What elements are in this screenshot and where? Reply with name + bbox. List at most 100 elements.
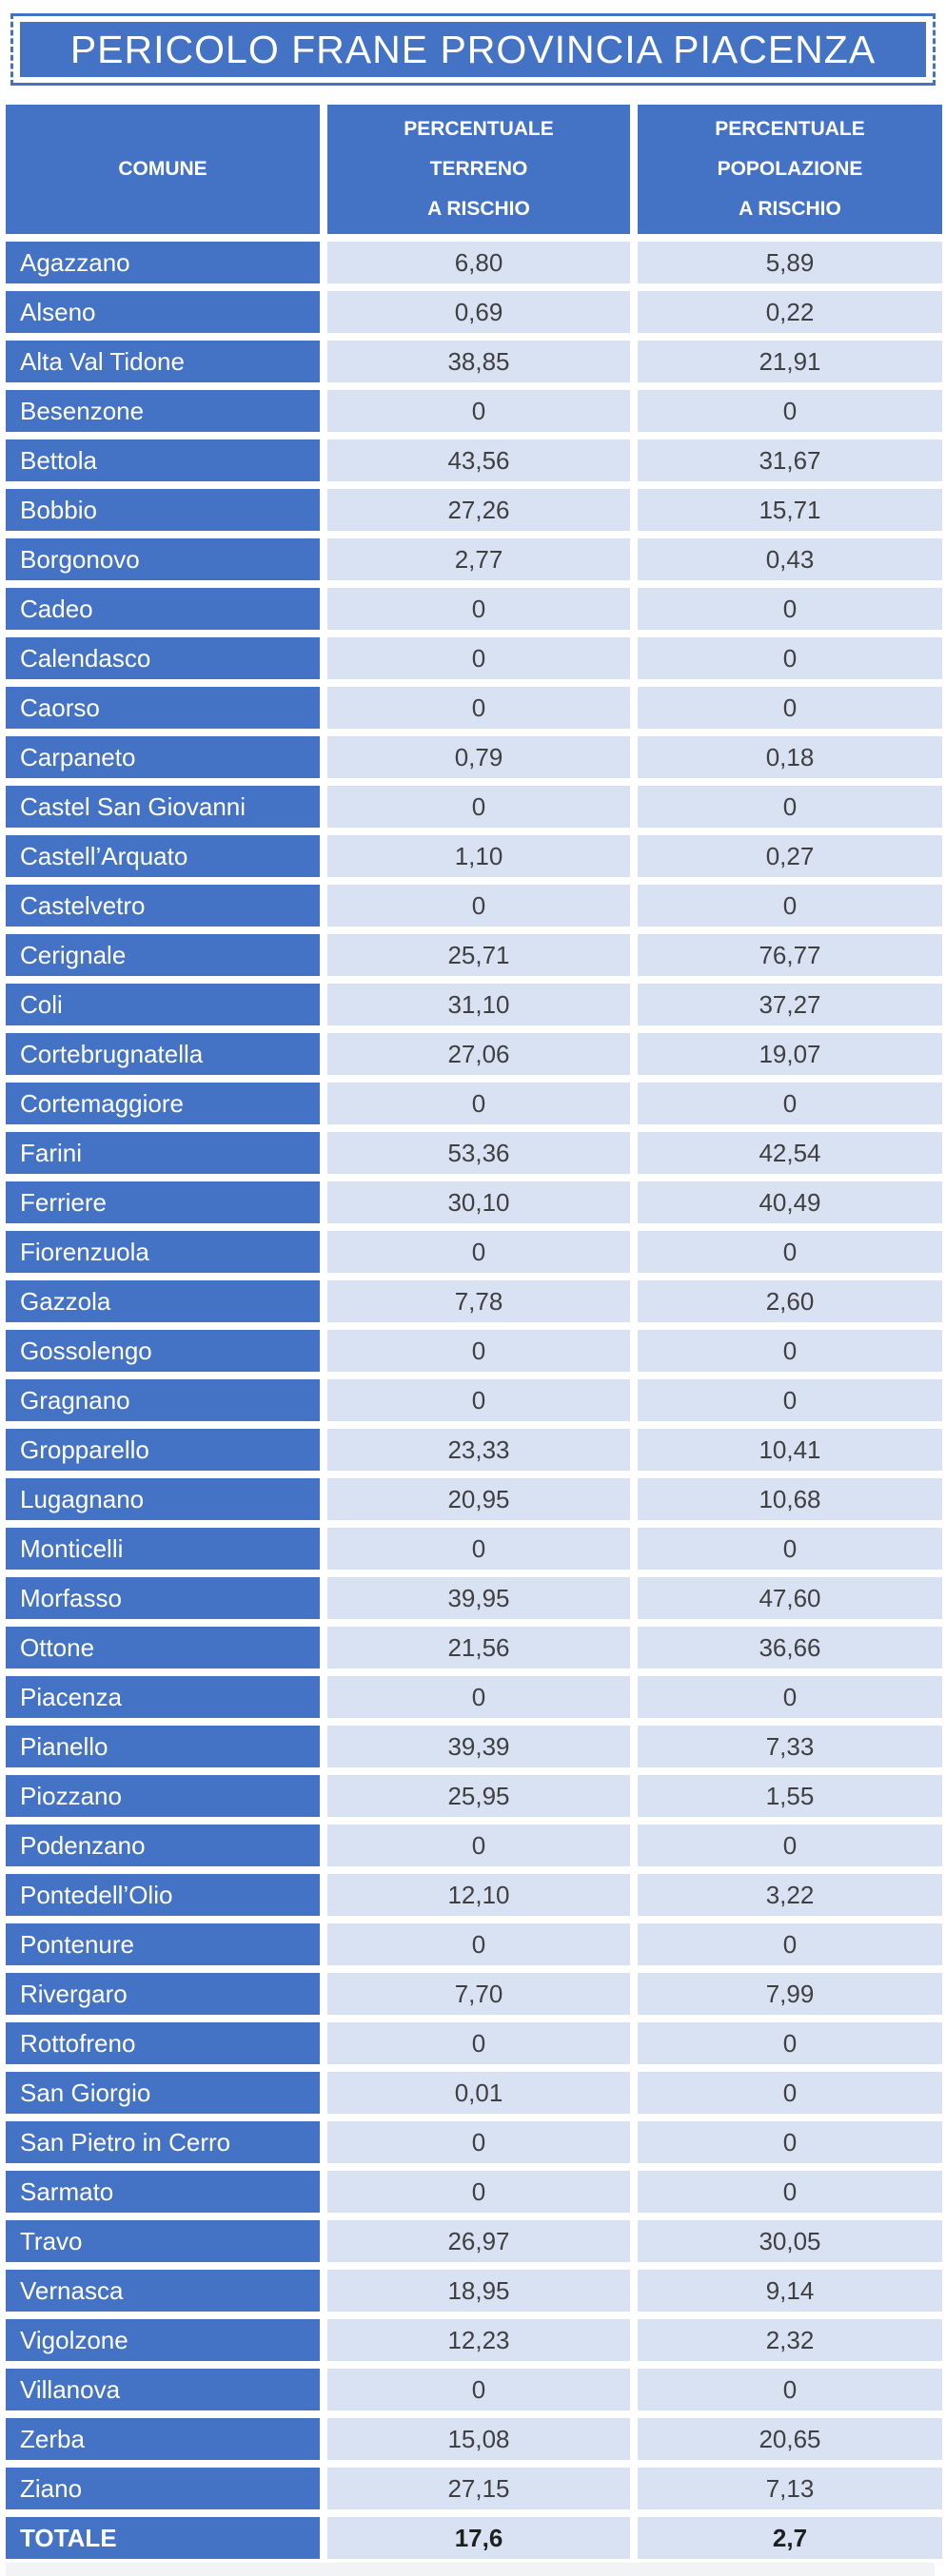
comune-name: Villanova [20, 2374, 121, 2404]
table-row-popolazione-cell: 0 [638, 1379, 942, 1421]
table-row-comune-cell: Fiorenzuola [6, 1231, 320, 1273]
table-row-terreno-cell: 0 [327, 1083, 630, 1124]
table-row-terreno-cell: 0 [327, 1923, 630, 1965]
table-row-popolazione-cell: 0 [638, 637, 942, 679]
comune-name: Borgonovo [20, 544, 140, 574]
popolazione-value: 9,14 [765, 2275, 815, 2305]
table-row-popolazione-cell: 0 [638, 2171, 942, 2213]
table-row-terreno-cell: 0 [327, 1676, 630, 1718]
popolazione-value: 0 [782, 1336, 798, 1365]
terreno-value: 20,95 [447, 1484, 510, 1513]
table-row-popolazione-cell: 0 [638, 1825, 942, 1866]
table-row-terreno-cell: 12,10 [327, 1874, 630, 1916]
terreno-value: 25,71 [447, 940, 510, 969]
table-row-comune-cell: Cadeo [6, 588, 320, 630]
comune-name: Vigolzone [20, 2325, 128, 2354]
table-row-comune-cell: Gropparello [6, 1429, 320, 1471]
table-row-comune-cell: Morfasso [6, 1577, 320, 1619]
table-row-comune-cell: Cortemaggiore [6, 1083, 320, 1124]
table-row-terreno-cell: 0,79 [327, 736, 630, 778]
table-row-terreno-cell: 0 [327, 588, 630, 630]
total-label: TOTALE [20, 2523, 117, 2552]
popolazione-value: 0 [782, 1830, 798, 1860]
table-row-terreno-cell: 0 [327, 786, 630, 828]
table-row-popolazione-cell: 0,27 [638, 835, 942, 877]
table-row-terreno-cell: 25,95 [327, 1775, 630, 1817]
table-row-terreno-cell: 39,39 [327, 1726, 630, 1767]
terreno-value: 15,08 [447, 2424, 510, 2453]
table-row-comune-cell: Rivergaro [6, 1973, 320, 2015]
table-row-popolazione-cell: 0 [638, 2369, 942, 2410]
comune-name: Pontenure [20, 1929, 134, 1959]
table-row-popolazione-cell: 47,60 [638, 1577, 942, 1619]
popolazione-value: 0 [782, 693, 798, 722]
terreno-value: 0 [471, 890, 486, 920]
table-row-popolazione-cell: 0 [638, 786, 942, 828]
table-row-comune-cell: Ottone [6, 1627, 320, 1669]
terreno-value: 12,23 [447, 2325, 510, 2354]
table-row-popolazione-cell: 0,22 [638, 291, 942, 333]
popolazione-value: 0 [782, 2078, 798, 2107]
comune-name: Morfasso [20, 1583, 122, 1612]
comune-name: Gropparello [20, 1434, 149, 1464]
popolazione-value: 30,05 [759, 2226, 821, 2255]
table-row-popolazione-cell: 2,32 [638, 2319, 942, 2361]
comune-name: Rottofreno [20, 2028, 136, 2058]
title-banner-border: PERICOLO FRANE PROVINCIA PIACENZA [10, 13, 936, 86]
comune-name: Sarmato [20, 2176, 114, 2206]
terreno-value: 53,36 [447, 1138, 510, 1167]
comune-name: Ferriere [20, 1187, 108, 1217]
table-row-terreno-cell: 26,97 [327, 2220, 630, 2262]
comune-name: Cerignale [20, 940, 127, 969]
terreno-value: 6,80 [454, 247, 503, 277]
table-row-popolazione-cell: 10,68 [638, 1478, 942, 1520]
popolazione-value: 0 [782, 1929, 798, 1959]
table-row-popolazione-cell: 0 [638, 588, 942, 630]
terreno-value: 0 [471, 1830, 486, 1860]
table-row-popolazione-cell: 5,89 [638, 242, 942, 283]
comune-name: Podenzano [20, 1830, 146, 1860]
table-row-comune-cell: Vigolzone [6, 2319, 320, 2361]
popolazione-value: 0 [782, 2028, 798, 2058]
table-row-comune-cell: Travo [6, 2220, 320, 2262]
comune-name: Piacenza [20, 1682, 122, 1711]
terreno-value: 12,10 [447, 1880, 510, 1909]
popolazione-value: 0 [782, 594, 798, 623]
table-row-comune-cell: Caorso [6, 687, 320, 729]
table-row-popolazione-cell: 2,60 [638, 1280, 942, 1322]
popolazione-value: 0,22 [765, 297, 815, 326]
comune-name: Alta Val Tidone [20, 346, 185, 376]
comune-name: Gragnano [20, 1385, 130, 1415]
table-row-comune-cell: San Pietro in Cerro [6, 2121, 320, 2163]
table-row-terreno-cell: 18,95 [327, 2270, 630, 2312]
popolazione-value: 0 [782, 1088, 798, 1118]
frane-table: COMUNE PERCENTUALE TERRENO A RISCHIO PER… [6, 105, 942, 2559]
table-row-popolazione-cell: 7,99 [638, 1973, 942, 2015]
comune-name: Carpaneto [20, 742, 136, 771]
terreno-value: 31,10 [447, 989, 510, 1019]
comune-name: Monticelli [20, 1533, 124, 1563]
popolazione-value: 0,18 [765, 742, 815, 771]
table-row-terreno-cell: 0 [327, 2121, 630, 2163]
table-row-terreno-cell: 39,95 [327, 1577, 630, 1619]
comune-name: Caorso [20, 693, 100, 722]
table-row-popolazione-cell: 36,66 [638, 1627, 942, 1669]
table-row-terreno-cell: 53,36 [327, 1132, 630, 1174]
comune-name: Alseno [20, 297, 96, 326]
popolazione-value: 0 [782, 396, 798, 425]
table-row-terreno-cell: 0 [327, 1330, 630, 1372]
table-row-terreno-cell: 15,08 [327, 2418, 630, 2460]
table-row-comune-cell: Rottofreno [6, 2022, 320, 2064]
terreno-value: 0 [471, 2127, 486, 2156]
comune-name: San Pietro in Cerro [20, 2127, 231, 2156]
table-row-terreno-cell: 12,23 [327, 2319, 630, 2361]
table-row-comune-cell: Podenzano [6, 1825, 320, 1866]
comune-name: Ziano [20, 2473, 83, 2503]
terreno-value: 7,70 [454, 1979, 503, 2008]
table-row-terreno-cell: 0,69 [327, 291, 630, 333]
comune-name: Cortemaggiore [20, 1088, 184, 1118]
column-header-terreno-line: TERRENO [429, 158, 528, 180]
popolazione-value: 0 [782, 791, 798, 821]
table-row-popolazione-cell: 30,05 [638, 2220, 942, 2262]
